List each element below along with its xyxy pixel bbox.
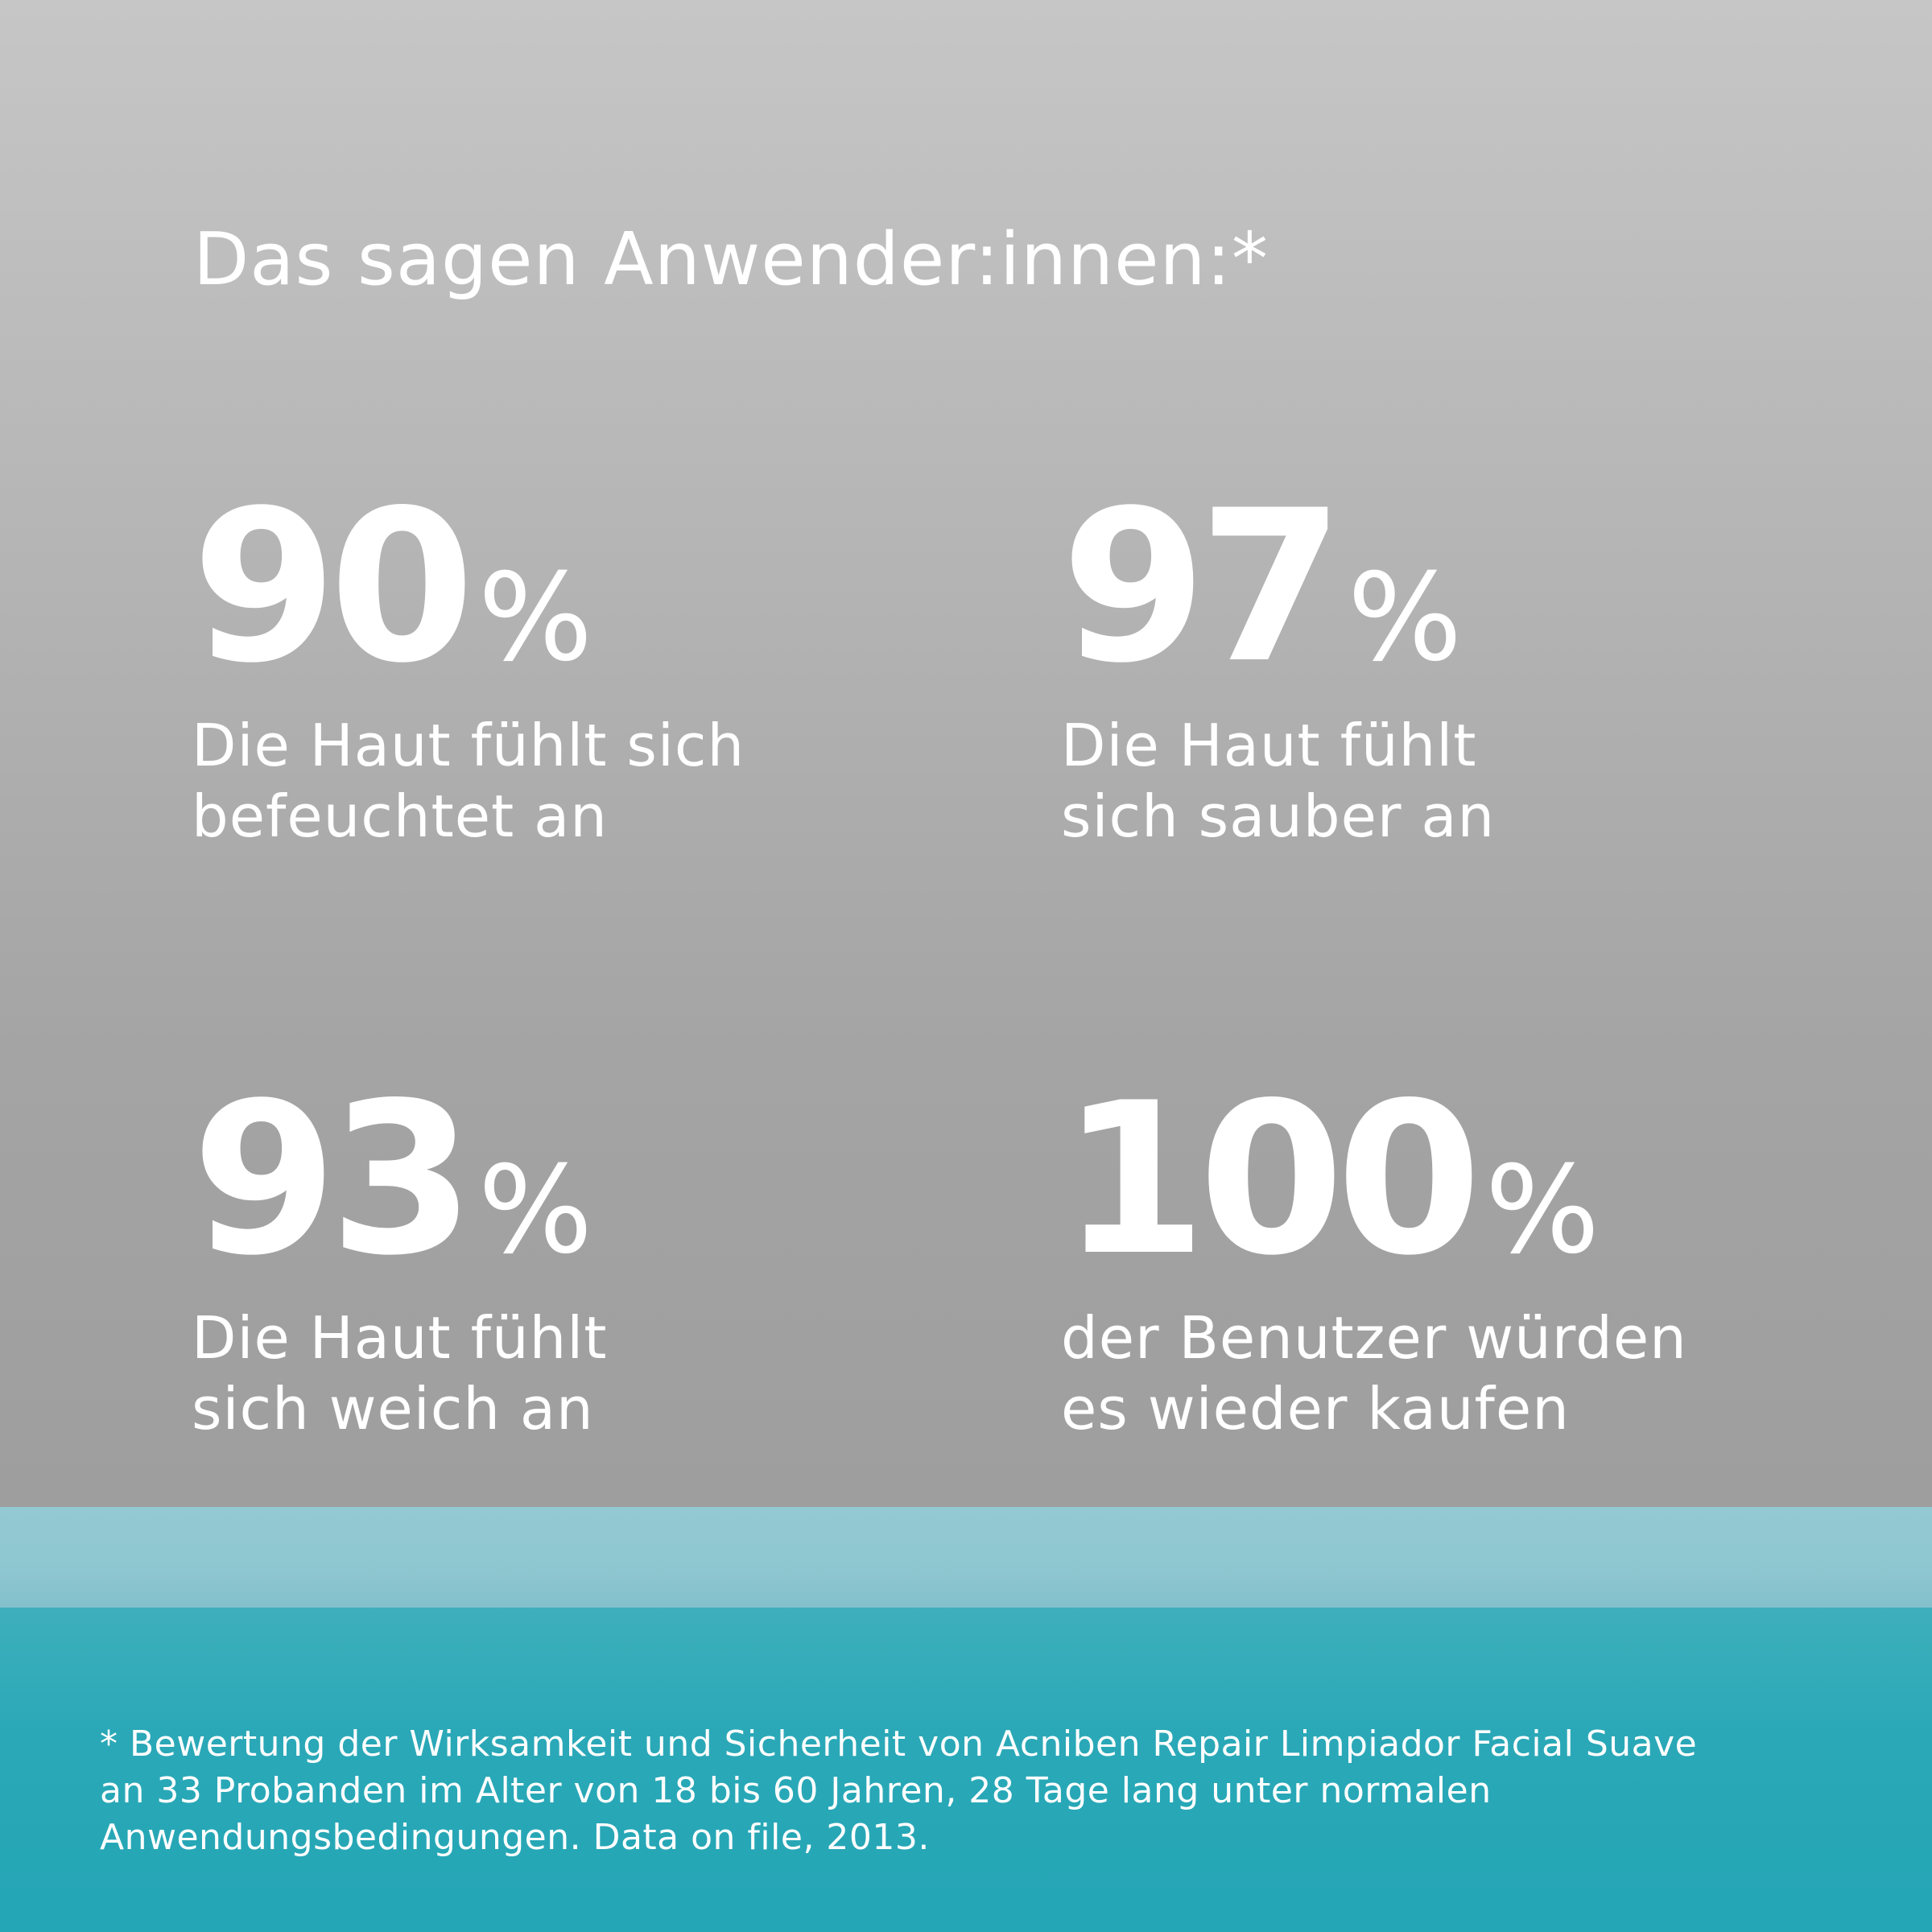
light-teal-band (0, 1507, 1932, 1608)
stat-moisturized: 90% Die Haut fühlt sich befeuchtet an (192, 483, 745, 852)
stat-number: 93% (192, 1075, 608, 1285)
percent-sign: % (477, 1141, 593, 1281)
stat-value: 93 (192, 1059, 475, 1302)
footnote-line-3: Anwendungsbedingungen. Data on file, 201… (100, 1817, 930, 1858)
stat-number: 97% (1061, 483, 1495, 692)
stat-value: 97 (1061, 466, 1344, 709)
percent-sign: % (477, 548, 593, 688)
stat-number: 100% (1061, 1075, 1687, 1285)
footnote-line-2: an 33 Probanden im Alter von 18 bis 60 J… (100, 1770, 1492, 1811)
stat-label-line-2: es wieder kaufen (1061, 1375, 1570, 1443)
percent-sign: % (1484, 1141, 1600, 1281)
footnote-line-1: * Bewertung der Wirksamkeit und Sicherhe… (100, 1724, 1698, 1765)
stat-soft: 93% Die Haut fühlt sich weich an (192, 1075, 608, 1444)
headline: Das sagen Anwender:innen:* (193, 217, 1269, 302)
stat-value: 100 (1061, 1059, 1482, 1302)
stat-label-line-2: befeuchtet an (192, 782, 608, 850)
stat-clean: 97% Die Haut fühlt sich sauber an (1061, 483, 1495, 852)
stat-label-line-2: sich weich an (192, 1375, 594, 1443)
stat-number: 90% (192, 483, 745, 692)
gray-background-panel (0, 0, 1932, 1507)
percent-sign: % (1347, 548, 1463, 688)
stat-label-line-1: Die Haut fühlt sich (192, 712, 745, 779)
footnote: * Bewertung der Wirksamkeit und Sicherhe… (100, 1721, 1855, 1861)
stat-repurchase: 100% der Benutzer würden es wieder kaufe… (1061, 1075, 1687, 1444)
teal-footer-band (0, 1608, 1932, 1932)
stat-label-line-1: Die Haut fühlt (1061, 712, 1477, 779)
stat-value: 90 (192, 466, 475, 709)
stat-label-line-1: Die Haut fühlt (192, 1304, 608, 1372)
stat-label-line-2: sich sauber an (1061, 782, 1496, 850)
stat-label-line-1: der Benutzer würden (1061, 1304, 1687, 1372)
